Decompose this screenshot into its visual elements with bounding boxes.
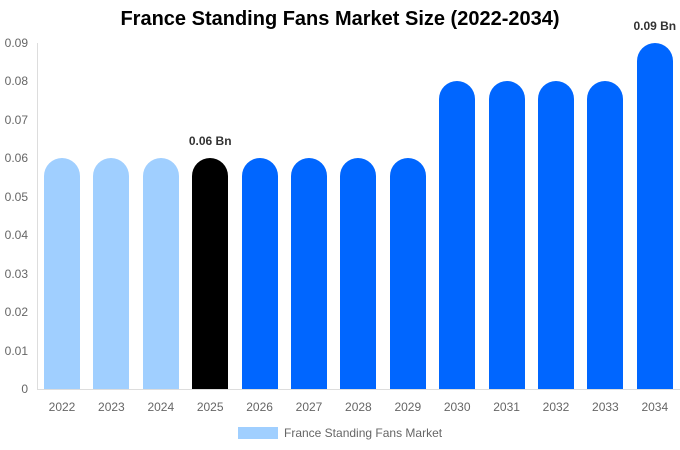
legend-swatch [238, 427, 278, 439]
bar-2024[interactable] [142, 158, 179, 389]
legend[interactable]: France Standing Fans Market [238, 426, 442, 440]
y-tick-label: 0.06 [4, 151, 28, 166]
x-tick-label: 2034 [641, 400, 669, 414]
legend-label: France Standing Fans Market [284, 426, 443, 440]
bar-2026[interactable] [241, 158, 278, 389]
y-tick-label: 0.08 [4, 74, 28, 89]
bar-2025[interactable] [192, 158, 229, 389]
x-tick-label: 2030 [443, 400, 471, 414]
bar-2031[interactable] [488, 81, 525, 389]
bar-2028[interactable] [340, 158, 377, 389]
x-tick-label: 2033 [592, 400, 619, 414]
x-tick-label: 2028 [345, 400, 372, 414]
bar-2032[interactable] [538, 81, 574, 389]
x-axis-line [37, 389, 680, 390]
bar-2022[interactable] [44, 158, 80, 389]
y-tick-label: 0.05 [4, 189, 28, 204]
chart-title: France Standing Fans Market Size (2022-2… [120, 8, 560, 30]
x-tick-label: 2031 [493, 400, 520, 414]
y-tick-label: 0.01 [4, 343, 28, 358]
x-tick-label: 2024 [147, 400, 175, 414]
bar-2027[interactable] [291, 158, 327, 389]
y-tick-label: 0.02 [4, 305, 28, 320]
y-tick-label: 0.07 [4, 112, 28, 127]
y-tick-label: 0.09 [4, 36, 28, 50]
data-label-2034: 0.09 Bn [633, 19, 677, 33]
y-tick-label: 0 [21, 382, 28, 396]
x-tick-label: 2029 [394, 400, 422, 414]
y-tick-label: 0.04 [4, 228, 28, 243]
x-tick-label: 2027 [295, 400, 323, 414]
bar-2034[interactable] [636, 43, 673, 389]
bar-2029[interactable] [389, 158, 426, 389]
y-axis-line [37, 43, 38, 390]
bar-2030[interactable] [439, 81, 476, 389]
bar-2033[interactable] [587, 81, 624, 389]
y-tick-label: 0.03 [4, 266, 28, 281]
x-tick-label: 2023 [98, 400, 125, 414]
x-tick-label: 2026 [246, 400, 273, 414]
bar-2023[interactable] [93, 158, 130, 389]
data-label-2025: 0.06 Bn [188, 134, 232, 149]
x-tick-label: 2025 [196, 400, 224, 414]
x-tick-label: 2022 [48, 400, 76, 414]
x-tick-label: 2032 [542, 400, 570, 414]
